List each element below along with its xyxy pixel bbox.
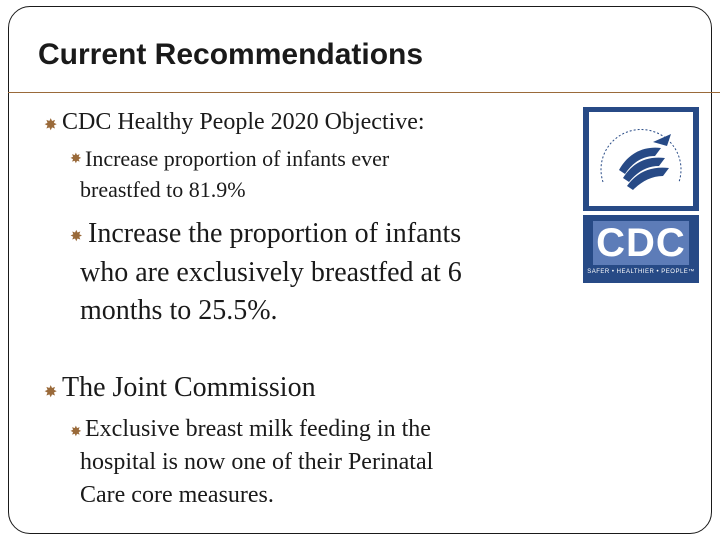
bullet-icon: ✸ bbox=[44, 115, 58, 134]
sub-bullet-exclusive-line2: who are exclusively breastfed at 6 bbox=[80, 257, 462, 288]
sub-bullet-perinatal-line1: Exclusive breast milk feeding in the bbox=[85, 416, 431, 442]
sub-bullet-perinatal-line2: hospital is now one of their Perinatal bbox=[80, 449, 434, 475]
sub-bullet-icon: ✸ bbox=[70, 424, 82, 440]
hhs-seal-icon bbox=[589, 112, 693, 206]
hhs-eagle-seal-icon bbox=[600, 129, 682, 190]
slide-title: Current Recommendations bbox=[38, 38, 424, 71]
sub-bullet-ever-breastfed-line1: Increase proportion of infants ever bbox=[85, 146, 390, 171]
cdc-logo: CDC SAFER • HEALTHIER • PEOPLE™ bbox=[583, 215, 699, 283]
bullet-cdc-objective: CDC Healthy People 2020 Objective: bbox=[62, 109, 425, 135]
hhs-logo bbox=[583, 107, 699, 211]
sub-bullet-exclusive-line3: months to 25.5%. bbox=[80, 295, 278, 326]
sub-bullet-perinatal-line3: Care core measures. bbox=[80, 482, 274, 508]
cdc-wordmark: CDC bbox=[593, 221, 689, 265]
cdc-tagline: SAFER • HEALTHIER • PEOPLE™ bbox=[587, 269, 695, 275]
sub-bullet-icon: ✸ bbox=[70, 227, 83, 245]
title-divider bbox=[8, 92, 720, 93]
sub-bullet-ever-breastfed-line2: breastfed to 81.9% bbox=[80, 177, 246, 202]
sub-bullet-exclusive-line1: Increase the proportion of infants bbox=[88, 218, 462, 249]
bullet-icon: ✸ bbox=[44, 382, 58, 401]
bullet-joint-commission: The Joint Commission bbox=[62, 372, 316, 403]
sub-bullet-icon: ✸ bbox=[70, 151, 82, 167]
